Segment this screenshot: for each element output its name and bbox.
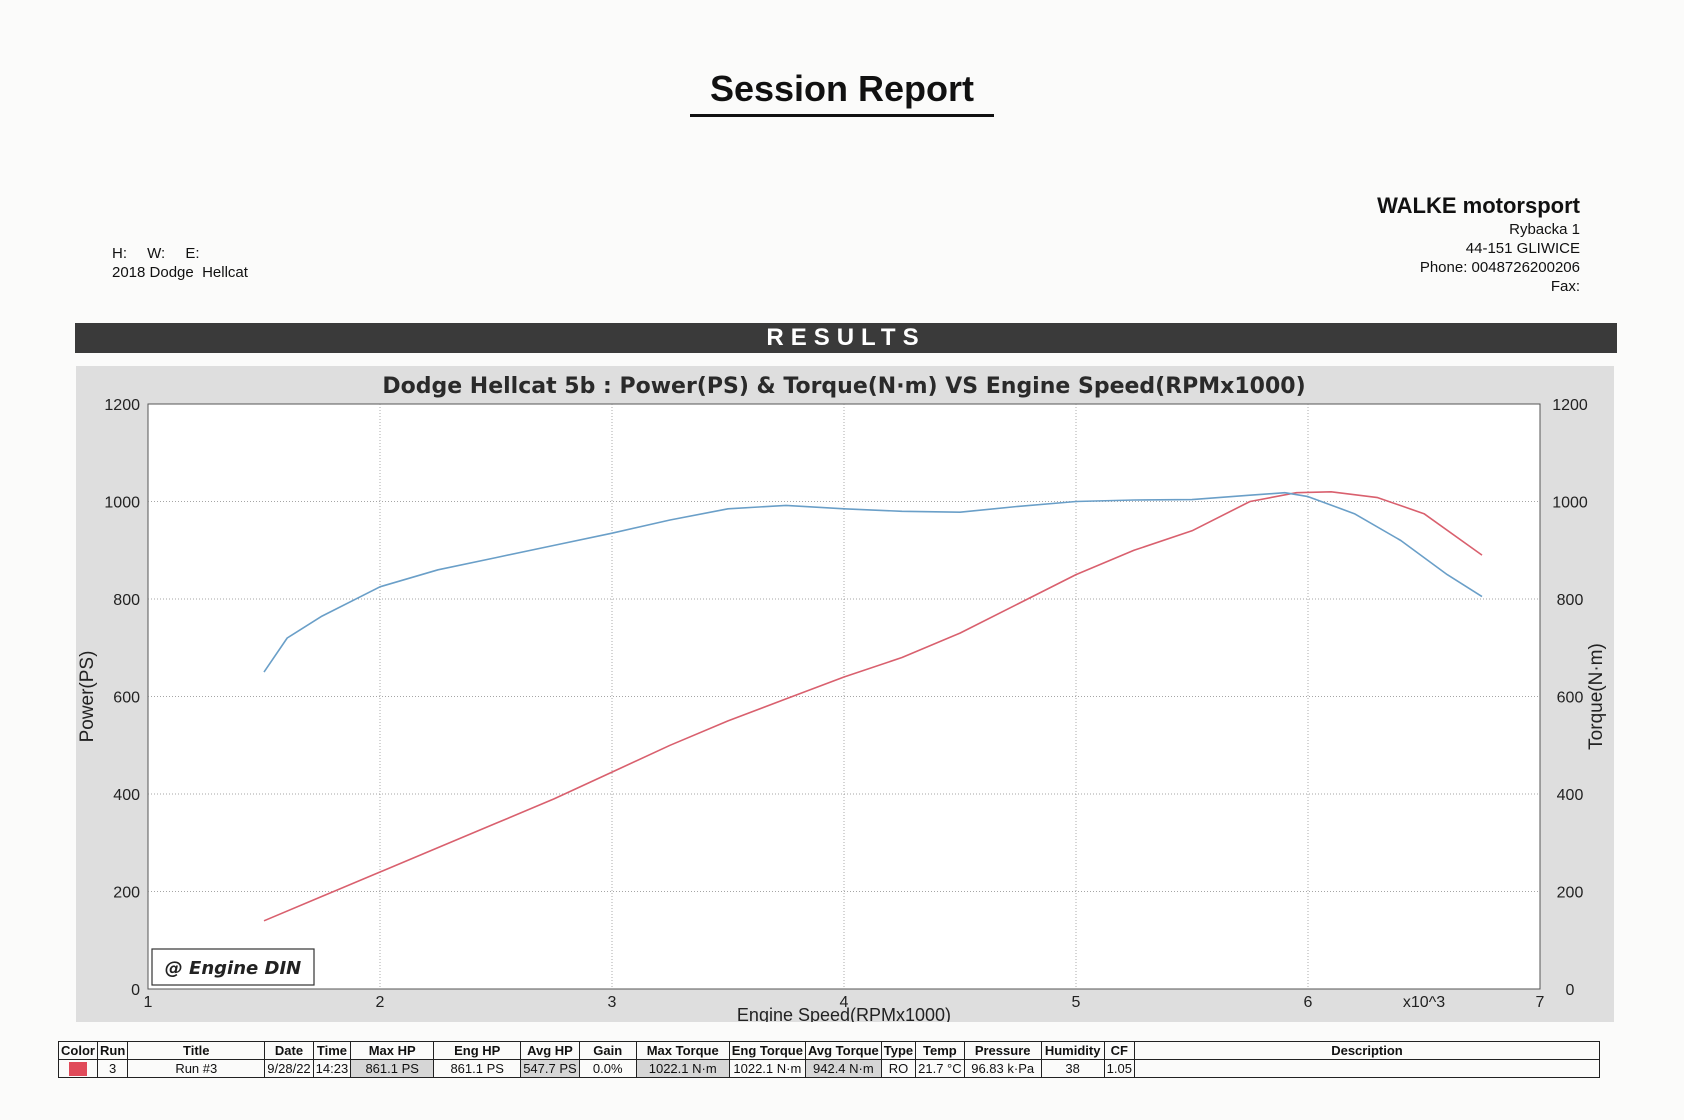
cell-pressure: 96.83 k·Pa bbox=[963, 1059, 1042, 1078]
table-header-eng-hp: Eng HP bbox=[433, 1041, 522, 1060]
y-left-tick-label: 1200 bbox=[104, 397, 140, 414]
x-multiplier-label: x10^3 bbox=[1403, 994, 1445, 1011]
vehicle-info: H: W: E: 2018 Dodge Hellcat bbox=[112, 244, 248, 282]
x-tick-label: 4 bbox=[840, 994, 849, 1011]
table-header-eng-torque: Eng Torque bbox=[728, 1041, 806, 1060]
table-header-max-torque: Max Torque bbox=[635, 1041, 730, 1060]
table-header-title: Title bbox=[127, 1041, 266, 1060]
width-label: W: bbox=[147, 245, 166, 262]
results-banner: RESULTS bbox=[75, 323, 1617, 353]
x-axis-label: Engine Speed(RPMx1000) bbox=[737, 1005, 951, 1022]
x-tick-label: 5 bbox=[1072, 994, 1081, 1011]
company-fax: Fax: bbox=[1550, 278, 1580, 295]
report-title-wrap: Session Report bbox=[0, 68, 1684, 117]
chart-title: Dodge Hellcat 5b : Power(PS) & Torque(N·… bbox=[382, 374, 1305, 399]
table-header-row: Color Run Title Date Time Max HP Eng HP Avg HP G… bbox=[58, 1041, 1600, 1060]
table-header-time: Time bbox=[312, 1041, 352, 1060]
x-tick-label: 1 bbox=[144, 994, 153, 1011]
x-tick-label: 2 bbox=[376, 994, 385, 1011]
annotation-box bbox=[151, 948, 315, 986]
y-right-tick-label: 0 bbox=[1566, 982, 1575, 999]
run-color-swatch bbox=[69, 1062, 87, 1077]
cell-temp: 21.7 °C bbox=[915, 1059, 965, 1078]
y-right-tick-label: 800 bbox=[1557, 592, 1584, 609]
cell-description bbox=[1133, 1059, 1600, 1078]
cell-title: Run #3 bbox=[127, 1059, 266, 1078]
table-header-temp: Temp bbox=[915, 1041, 965, 1060]
y-left-tick-label: 400 bbox=[113, 787, 140, 804]
table-header-pressure: Pressure bbox=[963, 1041, 1042, 1060]
cell-time: 14:23 bbox=[312, 1059, 352, 1078]
x-tick-label: 3 bbox=[608, 994, 617, 1011]
y-right-tick-label: 1000 bbox=[1552, 495, 1588, 512]
cell-humidity: 38 bbox=[1040, 1059, 1105, 1078]
table-header-gain: Gain bbox=[578, 1041, 637, 1060]
cell-type: RO bbox=[880, 1059, 917, 1078]
dyno-chart: Dodge Hellcat 5b : Power(PS) & Torque(N·… bbox=[77, 374, 1607, 1022]
y-right-tick-label: 200 bbox=[1557, 885, 1584, 902]
vehicle-name: 2018 Dodge Hellcat bbox=[112, 264, 248, 281]
y-left-tick-label: 200 bbox=[113, 885, 140, 902]
company-info: WALKE motorsport Rybacka 1 44-151 GLIWIC… bbox=[1377, 193, 1580, 296]
company-phone: Phone: 0048726200206 bbox=[1419, 259, 1580, 276]
x-tick-label: 6 bbox=[1304, 994, 1313, 1011]
engine-label: E: bbox=[185, 245, 200, 262]
cell-max-torque: 1022.1 N·m bbox=[635, 1059, 730, 1078]
table-row: 3 Run #3 9/28/22 14:23 861.1 PS 861.1 PS… bbox=[58, 1059, 1600, 1078]
y-axis-label-right: Torque(N·m) bbox=[1586, 643, 1607, 750]
y-right-tick-label: 1200 bbox=[1552, 397, 1588, 414]
results-table: Color Run Title Date Time Max HP Eng HP Avg HP G… bbox=[58, 1041, 1600, 1078]
series-line-power bbox=[263, 491, 1483, 922]
table-header-avg-hp: Avg HP bbox=[520, 1041, 580, 1060]
run-color-cell bbox=[58, 1059, 98, 1078]
x-tick-label: 7 bbox=[1536, 994, 1545, 1011]
company-city: 44-151 GLIWICE bbox=[1465, 240, 1580, 257]
cell-avg-torque: 942.4 N·m bbox=[804, 1059, 882, 1078]
table-header-run: Run bbox=[96, 1041, 129, 1060]
company-name: WALKE motorsport bbox=[1377, 193, 1580, 218]
y-right-tick-label: 600 bbox=[1557, 690, 1584, 707]
cell-max-hp: 861.1 PS bbox=[350, 1059, 435, 1078]
table-header-humidity: Humidity bbox=[1040, 1041, 1105, 1060]
y-left-tick-label: 600 bbox=[113, 690, 140, 707]
y-left-tick-label: 0 bbox=[131, 982, 140, 999]
y-left-tick-label: 800 bbox=[113, 592, 140, 609]
table-header-type: Type bbox=[880, 1041, 917, 1060]
table-header-date: Date bbox=[264, 1041, 314, 1060]
report-title: Session Report bbox=[689, 68, 995, 117]
cell-date: 9/28/22 bbox=[264, 1059, 314, 1078]
table-header-max-hp: Max HP bbox=[350, 1041, 435, 1060]
cell-gain: 0.0% bbox=[578, 1059, 637, 1078]
table-header-cf: CF bbox=[1103, 1041, 1135, 1060]
cell-run: 3 bbox=[96, 1059, 129, 1078]
y-axis-label-left: Power(PS) bbox=[77, 651, 98, 743]
company-street: Rybacka 1 bbox=[1509, 221, 1580, 238]
cell-cf: 1.05 bbox=[1103, 1059, 1135, 1078]
y-right-tick-label: 400 bbox=[1557, 787, 1584, 804]
table-header-avg-torque: Avg Torque bbox=[804, 1041, 882, 1060]
cell-eng-torque: 1022.1 N·m bbox=[728, 1059, 806, 1078]
cell-eng-hp: 861.1 PS bbox=[433, 1059, 522, 1078]
table-header-color: Color bbox=[58, 1041, 98, 1060]
series-line-torque bbox=[263, 491, 1483, 673]
chart-panel: Dodge Hellcat 5b : Power(PS) & Torque(N·… bbox=[76, 366, 1614, 1022]
height-label: H: bbox=[112, 245, 127, 262]
table-header-description: Description bbox=[1133, 1041, 1600, 1060]
cell-avg-hp: 547.7 PS bbox=[520, 1059, 580, 1078]
annotation-label: @ Engine DIN bbox=[165, 958, 301, 979]
vehicle-dimensions: H: W: E: bbox=[112, 244, 248, 263]
y-left-tick-label: 1000 bbox=[104, 495, 140, 512]
